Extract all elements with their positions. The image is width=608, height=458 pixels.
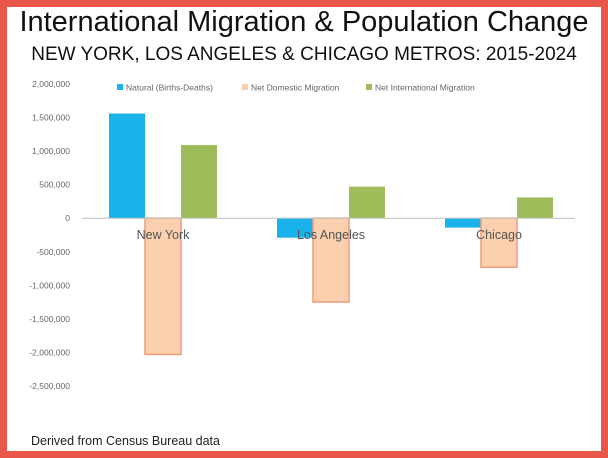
y-tick-label: 2,000,000 — [32, 79, 70, 89]
category-label: Chicago — [476, 228, 522, 242]
legend-label: Natural (Births-Deaths) — [126, 83, 213, 93]
bar-net-international-migration-new-york — [181, 145, 217, 219]
bar-net-domestic-migration-los-angeles — [312, 217, 350, 303]
legend-swatch — [366, 84, 372, 90]
y-tick-label: 500,000 — [39, 180, 70, 190]
bar-net-domestic-migration-new-york — [144, 217, 182, 356]
legend-swatch — [242, 84, 248, 90]
bar-net-international-migration-chicago — [517, 197, 553, 219]
source-note: Derived from Census Bureau data — [31, 434, 220, 448]
x-axis-labels: New York Los Angeles Chicago — [137, 228, 522, 242]
bar-natural-births-deaths--los-angeles — [277, 218, 313, 238]
legend-label: Net International Migration — [375, 83, 475, 93]
legend-swatch — [117, 84, 123, 90]
y-tick-label: -2,500,000 — [29, 381, 70, 391]
bar-net-domestic-migration-chicago — [480, 217, 518, 268]
bar-natural-births-deaths--new-york — [109, 113, 145, 219]
y-tick-label: -2,000,000 — [29, 347, 70, 357]
y-tick-label: -1,000,000 — [29, 280, 70, 290]
bar-net-international-migration-los-angeles — [349, 186, 385, 219]
y-tick-label: 1,500,000 — [32, 113, 70, 123]
category-label: Los Angeles — [297, 228, 365, 242]
category-label: New York — [137, 228, 191, 242]
y-tick-label: 0 — [65, 213, 70, 223]
legend: Natural (Births-Deaths) Net Domestic Migr… — [117, 83, 475, 93]
y-tick-label: -500,000 — [36, 247, 70, 257]
legend-label: Net Domestic Migration — [251, 83, 340, 93]
chart-subtitle: NEW YORK, LOS ANGELES & CHICAGO METROS: … — [31, 44, 577, 65]
bar-natural-births-deaths--chicago — [445, 218, 481, 228]
y-tick-label: -1,500,000 — [29, 314, 70, 324]
chart-title: International Migration & Population Cha… — [19, 6, 589, 38]
y-axis: 2,000,000 1,500,000 1,000,000 500,000 0 -500,… — [29, 79, 70, 391]
bars — [109, 113, 553, 356]
y-tick-label: 1,000,000 — [32, 146, 70, 156]
